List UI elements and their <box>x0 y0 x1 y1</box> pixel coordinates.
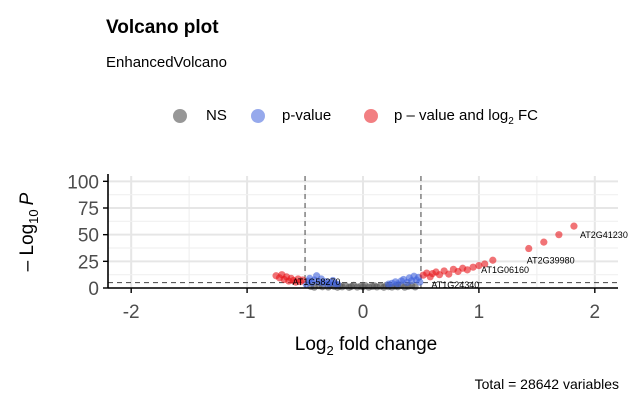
x-axis-title-sub: 2 <box>326 343 333 358</box>
legend-pvalue-marker <box>251 109 265 123</box>
y-tick-label: 75 <box>78 199 99 220</box>
legend-ns-label: NS <box>206 107 227 124</box>
x-tick-label: 1 <box>474 302 485 323</box>
legend-pvalue-label: p-value <box>282 107 331 124</box>
gene-label: AT2G41230 <box>580 230 628 240</box>
y-axis-title: – Log10 P <box>17 192 41 271</box>
gene-label: AT1G24340 <box>431 280 479 290</box>
pvalue-point <box>416 278 424 286</box>
legend-pvalue-fc-text: p – value and log <box>394 107 508 124</box>
gene-label: AT1G06160 <box>481 265 529 275</box>
legend-ns-marker <box>173 109 187 123</box>
pvalue-fc-point <box>525 244 533 253</box>
x-tick-label: -1 <box>239 302 256 323</box>
chart-legend: NS p-value p – value and log2 FC <box>173 107 538 127</box>
y-tick-label: 50 <box>78 226 99 247</box>
chart-subtitle: EnhancedVolcano <box>106 54 227 71</box>
axis-ticks: -2 -1 0 1 2 0 25 50 75 100 <box>67 172 600 323</box>
pvalue-fc-point <box>570 222 578 230</box>
pvalue-point <box>333 280 342 288</box>
chart-title: Volcano plot <box>106 17 219 38</box>
legend-pvalue-fc-label: p – value and log2 FC <box>394 107 538 127</box>
chart-caption: Total = 28642 variables <box>475 376 619 392</box>
y-tick-label: 100 <box>67 172 99 193</box>
y-axis-title-main: – Log <box>17 224 38 272</box>
y-tick-label: 0 <box>88 279 99 300</box>
x-axis-title-suffix: fold change <box>334 334 438 355</box>
gene-label: AT2G39980 <box>527 256 575 266</box>
plot-gridlines <box>108 176 618 289</box>
pvalue-fc-point <box>469 263 477 271</box>
pvalue-fc-point <box>481 260 489 268</box>
gene-label: AT1G58270 <box>293 277 341 287</box>
pvalue-fc-point <box>489 256 497 264</box>
x-axis-title: Log2 fold change <box>295 334 437 358</box>
pvalue-fc-point <box>475 262 483 270</box>
legend-pvalue-fc-sub: 2 <box>508 116 514 127</box>
pvalue-fc-point <box>299 276 307 284</box>
x-tick-label: 2 <box>590 302 601 323</box>
y-axis-title-sub: 10 <box>26 209 41 223</box>
legend-pvalue-fc-suffix: FC <box>514 107 538 124</box>
x-axis-title-main: Log <box>295 334 327 355</box>
y-tick-label: 25 <box>78 252 99 273</box>
pvalue-fc-point <box>463 266 471 274</box>
pvalue-fc-point <box>445 270 453 278</box>
pvalue-fc-point <box>540 238 548 246</box>
x-tick-label: 0 <box>358 302 369 323</box>
pvalue-fc-point <box>555 231 563 239</box>
y-axis-title-suffix: P <box>17 192 38 205</box>
legend-pvalue-fc-marker <box>364 109 378 123</box>
cutoff-lines <box>108 176 618 288</box>
x-tick-label: -2 <box>123 302 140 323</box>
